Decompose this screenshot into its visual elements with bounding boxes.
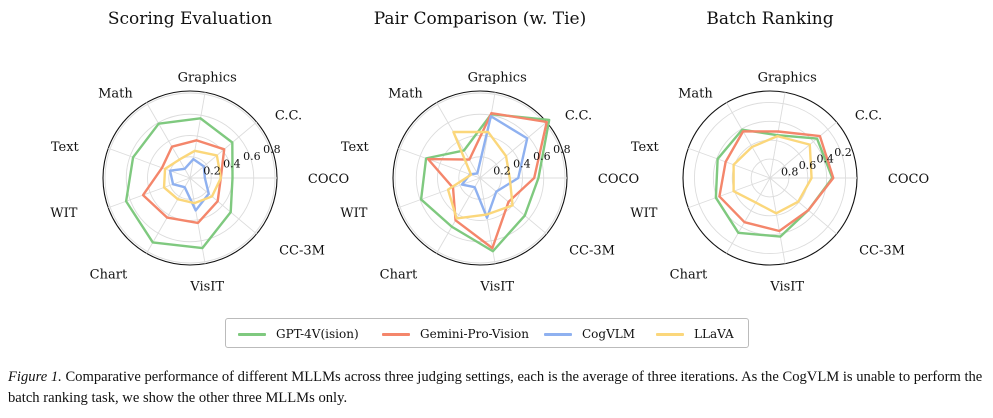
axis-label-coco: COCO: [308, 172, 349, 187]
radial-tick-label: 0.4: [223, 158, 241, 171]
series-gemini-pro-vision: [426, 111, 548, 250]
radar-chart-3: Batch Ranking 0.20.40.60.8 COCO C.C. Graphic…: [630, 9, 929, 295]
legend-item-gemini: Gemini-Pro-Vision: [382, 326, 529, 342]
series-llava: [732, 134, 813, 215]
axis-label-visit: VisIT: [769, 280, 804, 295]
series-llava: [162, 149, 223, 205]
axis-label-math: Math: [678, 86, 713, 101]
series-gpt-4v-ision: [714, 128, 834, 238]
spoke-line: [189, 177, 257, 235]
spoke-line: [146, 102, 191, 179]
chart-title: Pair Comparison (w. Tie): [374, 9, 586, 29]
spoke-line: [189, 177, 206, 264]
spoke-line: [769, 177, 786, 264]
radial-tick-label: 0.2: [493, 165, 511, 178]
radial-tick-label: 0.8: [553, 143, 571, 156]
chart-title: Batch Ranking: [706, 9, 833, 29]
radar-chart-1: Scoring Evaluation 0.20.40.60.8 COCO C.C. Gr…: [50, 9, 349, 295]
axis-label-cc-3m: CC-3M: [279, 244, 325, 259]
spoke-line: [769, 121, 837, 179]
series-gpt-4v-ision: [124, 117, 234, 250]
radial-tick-label: 0.4: [816, 153, 834, 166]
spoke-line: [398, 147, 481, 179]
radial-tick-label: 0.8: [781, 166, 799, 179]
spoke-line: [189, 92, 206, 179]
axis-label-chart: Chart: [670, 268, 708, 283]
series-gemini-pro-vision: [718, 130, 835, 233]
axis-label-coco: COCO: [888, 172, 929, 187]
legend-swatch-cogvlm: [544, 333, 572, 336]
axis-label-graphics: Graphics: [468, 71, 527, 86]
spoke-line: [108, 177, 191, 209]
spoke-line: [688, 147, 771, 179]
spoke-line: [479, 177, 496, 264]
spoke-line: [688, 177, 771, 209]
spoke-line: [436, 102, 481, 179]
radial-tick-label: 0.8: [263, 143, 281, 156]
spoke-line: [726, 177, 771, 254]
legend-label-cogvlm: CogVLM: [582, 327, 636, 341]
spoke-line: [146, 177, 191, 254]
radial-tick-label: 0.6: [799, 159, 817, 172]
radar-chart-2: Pair Comparison (w. Tie) 0.20.40.60.8 COCO…: [340, 9, 639, 295]
legend-item-cogvlm: CogVLM: [544, 326, 635, 342]
legend-item-llava: LLaVA: [656, 326, 734, 342]
axis-label-wit: WIT: [340, 206, 367, 221]
legend: GPT-4V(ision) Gemini-Pro-Vision CogVLM L…: [225, 318, 749, 348]
series-cogvlm: [460, 115, 529, 219]
axis-label-c-c: C.C.: [275, 108, 302, 123]
axis-label-text: Text: [631, 140, 660, 155]
axis-label-math: Math: [388, 86, 423, 101]
axis-label-visit: VisIT: [189, 280, 224, 295]
figure-caption: Figure 1. Comparative performance of dif…: [8, 367, 986, 409]
axis-label-c-c: C.C.: [855, 108, 882, 123]
axis-label-text: Text: [341, 140, 370, 155]
axis-label-coco: COCO: [598, 172, 639, 187]
legend-label-gemini: Gemini-Pro-Vision: [420, 327, 529, 341]
legend-swatch-gpt4v: [238, 333, 266, 336]
legend-label-llava: LLaVA: [694, 327, 734, 341]
radial-tick-label: 0.2: [834, 146, 852, 159]
spoke-line: [108, 147, 191, 179]
figure: Scoring Evaluation0.20.40.60.8COCOC.C.Gr…: [50, 9, 929, 295]
radial-tick-label: 0.6: [533, 150, 551, 163]
legend-item-gpt4v: GPT-4V(ision): [238, 326, 359, 342]
axis-label-wit: WIT: [50, 206, 77, 221]
series-gemini-pro-vision: [141, 139, 226, 225]
axis-label-visit: VisIT: [479, 280, 514, 295]
axis-label-graphics: Graphics: [758, 71, 817, 86]
axis-label-cc-3m: CC-3M: [859, 244, 905, 259]
spoke-line: [436, 177, 481, 254]
axis-label-text: Text: [51, 140, 80, 155]
legend-label-gpt4v: GPT-4V(ision): [276, 327, 359, 341]
chart-title: Scoring Evaluation: [108, 9, 272, 29]
axis-label-chart: Chart: [380, 268, 418, 283]
spoke-line: [769, 177, 837, 235]
caption-label: Figure 1.: [8, 369, 62, 385]
spoke-line: [479, 121, 547, 179]
axis-label-chart: Chart: [90, 268, 128, 283]
legend-swatch-llava: [656, 333, 684, 336]
axis-label-math: Math: [98, 86, 133, 101]
series-llava: [446, 130, 514, 220]
radial-tick-label: 0.6: [243, 150, 261, 163]
axis-label-graphics: Graphics: [178, 71, 237, 86]
caption-text: Comparative performance of different MLL…: [8, 369, 983, 406]
radial-tick-label: 0.4: [513, 158, 531, 171]
axis-label-c-c: C.C.: [565, 108, 592, 123]
radial-tick-label: 0.2: [203, 165, 221, 178]
spoke-line: [398, 177, 481, 209]
spoke-line: [726, 102, 771, 179]
series-cogvlm: [168, 157, 210, 212]
legend-swatch-gemini: [382, 333, 410, 336]
axis-label-wit: WIT: [630, 206, 657, 221]
axis-label-cc-3m: CC-3M: [569, 244, 615, 259]
